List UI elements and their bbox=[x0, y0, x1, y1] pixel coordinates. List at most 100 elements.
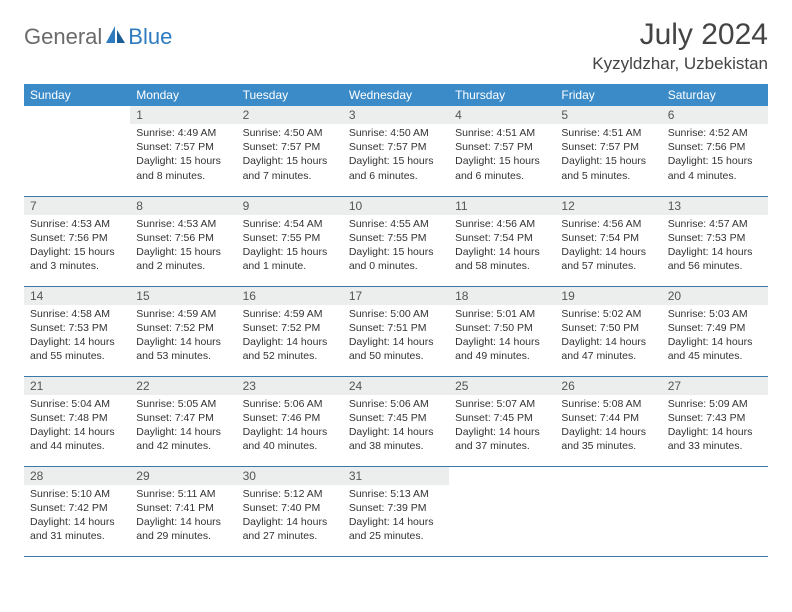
sunset-text: Sunset: 7:56 PM bbox=[668, 140, 762, 154]
day-details: Sunrise: 5:12 AMSunset: 7:40 PMDaylight:… bbox=[237, 485, 343, 548]
daylight-text: Daylight: 14 hours and 35 minutes. bbox=[561, 425, 655, 453]
day-header: Sunday bbox=[24, 84, 130, 106]
sunrise-text: Sunrise: 4:51 AM bbox=[561, 126, 655, 140]
sunrise-text: Sunrise: 5:06 AM bbox=[349, 397, 443, 411]
sunrise-text: Sunrise: 4:57 AM bbox=[668, 217, 762, 231]
sunset-text: Sunset: 7:46 PM bbox=[243, 411, 337, 425]
sunset-text: Sunset: 7:50 PM bbox=[561, 321, 655, 335]
day-details: Sunrise: 4:59 AMSunset: 7:52 PMDaylight:… bbox=[237, 305, 343, 368]
sunrise-text: Sunrise: 4:58 AM bbox=[30, 307, 124, 321]
day-header: Saturday bbox=[662, 84, 768, 106]
daylight-text: Daylight: 14 hours and 27 minutes. bbox=[243, 515, 337, 543]
calendar-cell: 19Sunrise: 5:02 AMSunset: 7:50 PMDayligh… bbox=[555, 286, 661, 376]
calendar-cell: 17Sunrise: 5:00 AMSunset: 7:51 PMDayligh… bbox=[343, 286, 449, 376]
day-header: Tuesday bbox=[237, 84, 343, 106]
calendar-cell: 23Sunrise: 5:06 AMSunset: 7:46 PMDayligh… bbox=[237, 376, 343, 466]
day-details: Sunrise: 5:03 AMSunset: 7:49 PMDaylight:… bbox=[662, 305, 768, 368]
daylight-text: Daylight: 14 hours and 52 minutes. bbox=[243, 335, 337, 363]
daylight-text: Daylight: 14 hours and 53 minutes. bbox=[136, 335, 230, 363]
sunset-text: Sunset: 7:44 PM bbox=[561, 411, 655, 425]
day-details: Sunrise: 4:51 AMSunset: 7:57 PMDaylight:… bbox=[449, 124, 555, 187]
day-number: 8 bbox=[130, 197, 236, 215]
day-number: 22 bbox=[130, 377, 236, 395]
sunset-text: Sunset: 7:52 PM bbox=[136, 321, 230, 335]
calendar-cell bbox=[555, 466, 661, 556]
daylight-text: Daylight: 14 hours and 40 minutes. bbox=[243, 425, 337, 453]
calendar-cell: 14Sunrise: 4:58 AMSunset: 7:53 PMDayligh… bbox=[24, 286, 130, 376]
logo-text-general: General bbox=[24, 24, 102, 50]
daylight-text: Daylight: 14 hours and 25 minutes. bbox=[349, 515, 443, 543]
sunset-text: Sunset: 7:40 PM bbox=[243, 501, 337, 515]
daylight-text: Daylight: 14 hours and 44 minutes. bbox=[30, 425, 124, 453]
calendar-cell: 11Sunrise: 4:56 AMSunset: 7:54 PMDayligh… bbox=[449, 196, 555, 286]
sunset-text: Sunset: 7:53 PM bbox=[668, 231, 762, 245]
daylight-text: Daylight: 14 hours and 49 minutes. bbox=[455, 335, 549, 363]
calendar-week: 1Sunrise: 4:49 AMSunset: 7:57 PMDaylight… bbox=[24, 106, 768, 196]
day-details: Sunrise: 5:06 AMSunset: 7:46 PMDaylight:… bbox=[237, 395, 343, 458]
title-block: July 2024 Kyzyldzhar, Uzbekistan bbox=[592, 18, 768, 74]
sunrise-text: Sunrise: 5:11 AM bbox=[136, 487, 230, 501]
day-details: Sunrise: 5:02 AMSunset: 7:50 PMDaylight:… bbox=[555, 305, 661, 368]
calendar-cell: 15Sunrise: 4:59 AMSunset: 7:52 PMDayligh… bbox=[130, 286, 236, 376]
calendar-cell: 12Sunrise: 4:56 AMSunset: 7:54 PMDayligh… bbox=[555, 196, 661, 286]
sunrise-text: Sunrise: 4:53 AM bbox=[30, 217, 124, 231]
day-details: Sunrise: 5:13 AMSunset: 7:39 PMDaylight:… bbox=[343, 485, 449, 548]
day-details: Sunrise: 4:56 AMSunset: 7:54 PMDaylight:… bbox=[555, 215, 661, 278]
sunset-text: Sunset: 7:41 PM bbox=[136, 501, 230, 515]
daylight-text: Daylight: 14 hours and 56 minutes. bbox=[668, 245, 762, 273]
sunrise-text: Sunrise: 4:52 AM bbox=[668, 126, 762, 140]
sunset-text: Sunset: 7:56 PM bbox=[136, 231, 230, 245]
day-details: Sunrise: 5:09 AMSunset: 7:43 PMDaylight:… bbox=[662, 395, 768, 458]
day-details: Sunrise: 4:49 AMSunset: 7:57 PMDaylight:… bbox=[130, 124, 236, 187]
sunrise-text: Sunrise: 5:04 AM bbox=[30, 397, 124, 411]
day-details: Sunrise: 5:00 AMSunset: 7:51 PMDaylight:… bbox=[343, 305, 449, 368]
day-number: 17 bbox=[343, 287, 449, 305]
sunset-text: Sunset: 7:48 PM bbox=[30, 411, 124, 425]
calendar-cell: 13Sunrise: 4:57 AMSunset: 7:53 PMDayligh… bbox=[662, 196, 768, 286]
day-header: Friday bbox=[555, 84, 661, 106]
calendar-cell bbox=[24, 106, 130, 196]
daylight-text: Daylight: 14 hours and 37 minutes. bbox=[455, 425, 549, 453]
daylight-text: Daylight: 14 hours and 31 minutes. bbox=[30, 515, 124, 543]
day-details: Sunrise: 4:50 AMSunset: 7:57 PMDaylight:… bbox=[343, 124, 449, 187]
sunset-text: Sunset: 7:55 PM bbox=[349, 231, 443, 245]
day-details: Sunrise: 4:52 AMSunset: 7:56 PMDaylight:… bbox=[662, 124, 768, 187]
day-number: 19 bbox=[555, 287, 661, 305]
sunrise-text: Sunrise: 4:53 AM bbox=[136, 217, 230, 231]
daylight-text: Daylight: 14 hours and 50 minutes. bbox=[349, 335, 443, 363]
day-details: Sunrise: 4:50 AMSunset: 7:57 PMDaylight:… bbox=[237, 124, 343, 187]
sunrise-text: Sunrise: 4:54 AM bbox=[243, 217, 337, 231]
logo: General Blue bbox=[24, 24, 172, 50]
day-number: 29 bbox=[130, 467, 236, 485]
calendar-cell: 7Sunrise: 4:53 AMSunset: 7:56 PMDaylight… bbox=[24, 196, 130, 286]
day-number: 27 bbox=[662, 377, 768, 395]
day-number: 31 bbox=[343, 467, 449, 485]
sunrise-text: Sunrise: 5:03 AM bbox=[668, 307, 762, 321]
sunrise-text: Sunrise: 5:09 AM bbox=[668, 397, 762, 411]
day-number: 16 bbox=[237, 287, 343, 305]
daylight-text: Daylight: 14 hours and 42 minutes. bbox=[136, 425, 230, 453]
daylight-text: Daylight: 15 hours and 3 minutes. bbox=[30, 245, 124, 273]
day-number: 18 bbox=[449, 287, 555, 305]
sunrise-text: Sunrise: 4:59 AM bbox=[136, 307, 230, 321]
day-details: Sunrise: 4:53 AMSunset: 7:56 PMDaylight:… bbox=[130, 215, 236, 278]
sunrise-text: Sunrise: 5:12 AM bbox=[243, 487, 337, 501]
day-number: 6 bbox=[662, 106, 768, 124]
logo-sail-icon bbox=[106, 26, 126, 49]
day-number: 1 bbox=[130, 106, 236, 124]
calendar-cell: 16Sunrise: 4:59 AMSunset: 7:52 PMDayligh… bbox=[237, 286, 343, 376]
day-details: Sunrise: 5:06 AMSunset: 7:45 PMDaylight:… bbox=[343, 395, 449, 458]
daylight-text: Daylight: 15 hours and 0 minutes. bbox=[349, 245, 443, 273]
day-details: Sunrise: 4:59 AMSunset: 7:52 PMDaylight:… bbox=[130, 305, 236, 368]
calendar-cell: 31Sunrise: 5:13 AMSunset: 7:39 PMDayligh… bbox=[343, 466, 449, 556]
daylight-text: Daylight: 14 hours and 57 minutes. bbox=[561, 245, 655, 273]
day-details: Sunrise: 4:54 AMSunset: 7:55 PMDaylight:… bbox=[237, 215, 343, 278]
sunrise-text: Sunrise: 5:10 AM bbox=[30, 487, 124, 501]
day-header: Thursday bbox=[449, 84, 555, 106]
day-details: Sunrise: 5:08 AMSunset: 7:44 PMDaylight:… bbox=[555, 395, 661, 458]
calendar-cell: 3Sunrise: 4:50 AMSunset: 7:57 PMDaylight… bbox=[343, 106, 449, 196]
sunset-text: Sunset: 7:45 PM bbox=[349, 411, 443, 425]
calendar-grid: SundayMondayTuesdayWednesdayThursdayFrid… bbox=[24, 84, 768, 557]
sunrise-text: Sunrise: 4:55 AM bbox=[349, 217, 443, 231]
daylight-text: Daylight: 15 hours and 6 minutes. bbox=[349, 154, 443, 182]
